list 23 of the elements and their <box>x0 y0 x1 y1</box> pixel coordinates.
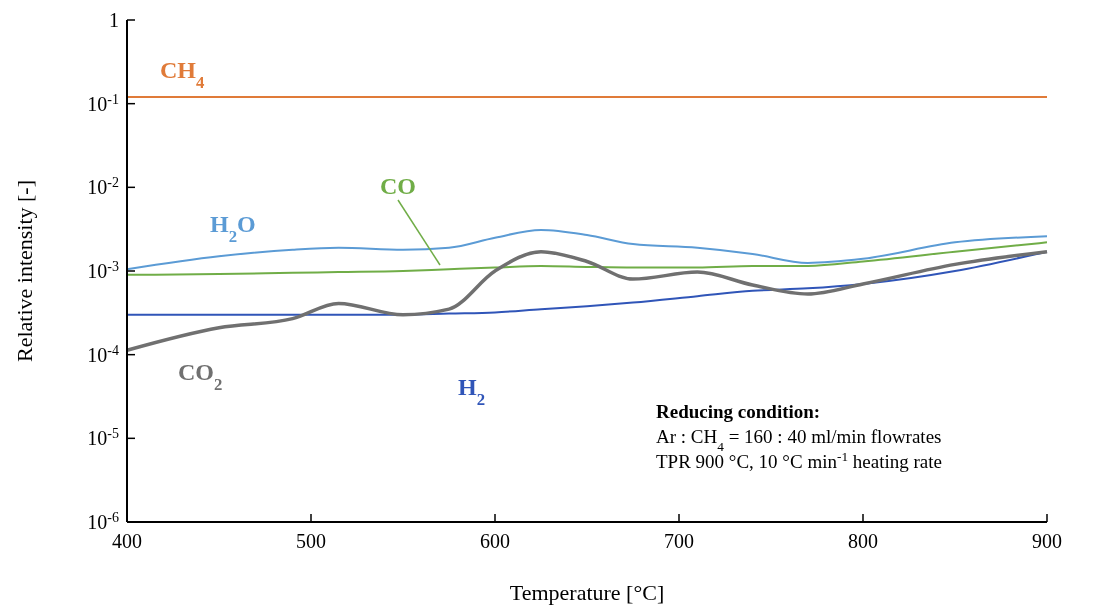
x-tick-label: 400 <box>112 530 142 552</box>
annotation: Reducing condition: <box>656 401 821 422</box>
series-label: CH$_{4}$ <box>160 57 205 92</box>
line-series <box>125 249 1049 352</box>
x-tick-label: 600 <box>480 530 510 552</box>
x-axis-title: Temperature [°C] <box>509 580 665 605</box>
text: CO <box>380 173 416 199</box>
y-tick-label: 10$^{-1}$ <box>87 91 119 115</box>
y-tick-label: 10$^{-5}$ <box>87 425 119 450</box>
x-tick-label: 900 <box>1032 530 1062 552</box>
y-axis-title: Relative intensity [-] <box>12 179 37 363</box>
y-tick-label: 1 <box>109 9 119 31</box>
y-tick-label: 10$^{-2}$ <box>87 174 119 199</box>
y-tick-label: 10$^{-6}$ <box>87 509 119 533</box>
y-tick-label: 10$^{-4}$ <box>87 342 119 366</box>
series-label: H$_{2}$O <box>210 211 256 246</box>
x-tick-label: 700 <box>664 530 694 552</box>
x-tick-label: 500 <box>296 530 326 552</box>
series-label: CO$_{2}$ <box>178 359 223 394</box>
line-series <box>126 241 1048 276</box>
text: H$_{2}$ <box>458 374 486 409</box>
y-tick-label: 10$^{-3}$ <box>87 258 119 282</box>
x-tick-label: 800 <box>848 530 878 552</box>
